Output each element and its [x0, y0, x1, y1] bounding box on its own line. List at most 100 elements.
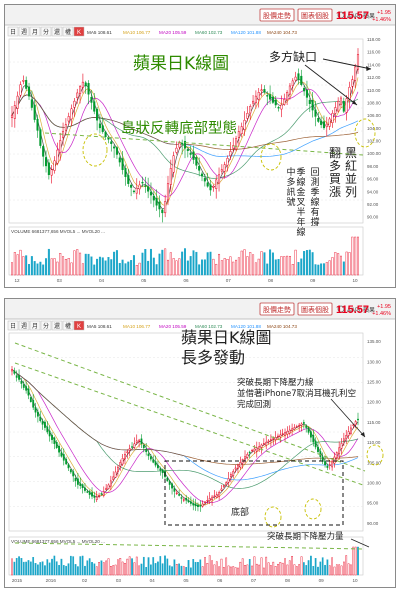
- toolbar-button[interactable]: [62, 26, 74, 37]
- candle-body: [333, 456, 336, 464]
- toolbar-button-label[interactable]: 還: [54, 28, 60, 36]
- candle-body: [25, 80, 28, 89]
- candle-body: [357, 418, 359, 421]
- toolbar-button-label[interactable]: 權: [65, 28, 71, 36]
- toolbar-button[interactable]: [40, 320, 52, 331]
- candle-body: [102, 491, 105, 496]
- candle-body: [65, 458, 68, 465]
- toolbar-button-label[interactable]: 還: [54, 322, 60, 330]
- header-button-label[interactable]: 股價走勢: [263, 305, 291, 314]
- volume-bar: [305, 250, 308, 276]
- annotation-char: 線: [296, 176, 305, 188]
- x-tick-label: 05: [183, 578, 189, 583]
- y-tick-label: 98.00: [367, 164, 379, 169]
- volume-bar: [350, 564, 352, 576]
- volume-bar: [249, 252, 252, 276]
- header-button-label[interactable]: 圖表個股: [301, 11, 329, 20]
- annotation-char: 多: [329, 159, 341, 173]
- toolbar-button[interactable]: [7, 320, 19, 331]
- toolbar-button[interactable]: [18, 26, 30, 37]
- volume-bar: [15, 558, 18, 576]
- volume-bar: [263, 252, 266, 276]
- candle-body: [208, 498, 211, 501]
- volume-bar: [25, 255, 28, 276]
- toolbar-button-label[interactable]: K: [77, 324, 81, 330]
- toolbar-button-label[interactable]: 週: [21, 322, 27, 330]
- toolbar-button[interactable]: [73, 320, 85, 331]
- volume-arrow: [350, 538, 370, 548]
- search-icon[interactable]: [337, 305, 345, 313]
- candle-body: [36, 411, 39, 417]
- toolbar-button-label[interactable]: 日: [10, 323, 16, 330]
- volume-bar: [277, 563, 279, 576]
- toolbar-button[interactable]: [62, 320, 74, 331]
- candle-body: [294, 76, 297, 81]
- candle-body: [328, 118, 331, 127]
- annotation-title: 蘋果日K線圖: [133, 54, 229, 74]
- volume-bar: [300, 258, 303, 276]
- volume-bar: [339, 255, 342, 276]
- volume-bar: [133, 562, 136, 576]
- volume-bar: [158, 253, 161, 276]
- toolbar-button-label[interactable]: 週: [21, 28, 27, 36]
- toolbar-button[interactable]: [51, 320, 63, 331]
- annotation-char: 漲: [329, 185, 341, 199]
- toolbar-button[interactable]: [7, 26, 19, 37]
- candle-body: [342, 438, 345, 442]
- annotation-char: 號: [286, 196, 295, 208]
- toolbar-button-label[interactable]: 權: [65, 322, 71, 330]
- header-button[interactable]: [297, 8, 333, 22]
- annotation-volume: 突破長期下降壓力量: [267, 531, 344, 542]
- x-tick-label: 07: [251, 578, 257, 583]
- toolbar-button[interactable]: [51, 26, 63, 37]
- toolbar-button[interactable]: [40, 26, 52, 37]
- header-button-label[interactable]: 股價走勢: [263, 11, 291, 20]
- toolbar-button-label[interactable]: 月: [32, 29, 38, 36]
- toolbar-button-label[interactable]: 月: [32, 323, 38, 330]
- volume-bar: [115, 250, 118, 276]
- volume-bar: [110, 259, 113, 276]
- candle-body: [317, 117, 320, 122]
- volume-bar: [226, 259, 229, 276]
- candle-body: [269, 94, 272, 100]
- header-button[interactable]: [297, 302, 333, 316]
- candle-body: [39, 416, 42, 421]
- annotation-char: 撐: [310, 216, 319, 228]
- volume-bar: [22, 256, 25, 276]
- volume-bar: [132, 255, 135, 276]
- header-button-label[interactable]: 圖表個股: [301, 305, 329, 314]
- header-button[interactable]: [259, 302, 295, 316]
- toolbar-button-label[interactable]: K: [77, 30, 81, 36]
- y-tick-label: 116.00: [367, 50, 381, 55]
- candle-body: [314, 109, 317, 117]
- toolbar-button-label[interactable]: 日: [10, 29, 16, 36]
- candle-body: [277, 107, 280, 109]
- volume-bar: [22, 561, 25, 576]
- volume-bar: [265, 556, 268, 576]
- volume-bar: [109, 566, 112, 576]
- candle-body: [161, 209, 164, 214]
- candle-body: [81, 81, 84, 88]
- toolbar-button-label[interactable]: 分: [43, 322, 49, 330]
- search-icon[interactable]: [337, 11, 345, 19]
- header-button[interactable]: [259, 8, 295, 22]
- chart-panel-bottom: 股價走勢 圖表個股 AAPL 蘋果 115.57 +1.95 +1.46% 日週月分還權 K MA…: [4, 298, 396, 588]
- toolbar-button-label[interactable]: 分: [43, 28, 49, 36]
- annotation-char: 中: [286, 166, 295, 178]
- candle-body: [295, 426, 298, 428]
- candle-body: [348, 86, 351, 100]
- candle-body: [169, 168, 172, 185]
- toolbar-button[interactable]: [29, 26, 41, 37]
- candle-body: [84, 82, 87, 87]
- annotation-breakout-3: 完成回測: [237, 399, 271, 410]
- volume-bar: [291, 264, 294, 276]
- volume-bar: [335, 564, 338, 576]
- toolbar-button[interactable]: [18, 320, 30, 331]
- volume-bar: [96, 258, 99, 276]
- toolbar-button[interactable]: [29, 320, 41, 331]
- toolbar-button[interactable]: [73, 26, 85, 37]
- volume-bar: [288, 256, 291, 276]
- volume-bar: [354, 236, 357, 276]
- volume-bar: [352, 546, 355, 576]
